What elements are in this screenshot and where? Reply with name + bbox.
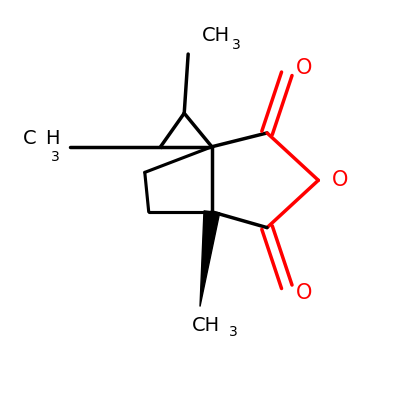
Text: 3: 3	[232, 38, 240, 52]
Text: O: O	[332, 170, 348, 190]
Text: CH: CH	[202, 26, 230, 45]
Text: 3: 3	[51, 150, 60, 164]
Text: H: H	[46, 128, 60, 148]
Text: O: O	[296, 283, 313, 303]
Text: C: C	[23, 128, 36, 148]
Text: 3: 3	[229, 326, 238, 340]
Text: O: O	[296, 58, 313, 78]
Text: CH: CH	[192, 316, 220, 335]
Polygon shape	[200, 211, 220, 306]
